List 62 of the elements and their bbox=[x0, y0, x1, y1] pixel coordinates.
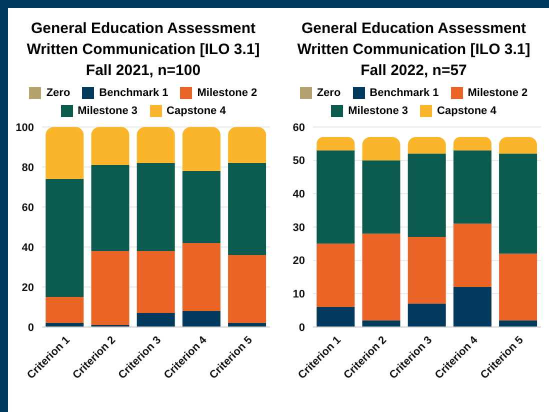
bar bbox=[362, 160, 400, 234]
bar bbox=[182, 171, 221, 243]
bar bbox=[362, 320, 400, 327]
bar bbox=[316, 137, 354, 150]
y-tick-label: 10 bbox=[292, 288, 305, 301]
bar bbox=[453, 150, 492, 224]
legend-label: Zero bbox=[45, 87, 70, 99]
bar bbox=[408, 137, 446, 154]
bar bbox=[92, 165, 130, 251]
y-tick-label: 40 bbox=[22, 242, 34, 254]
y-tick-label: 30 bbox=[292, 222, 305, 234]
legend-label: Benchmark 1 bbox=[98, 87, 168, 99]
bar bbox=[137, 163, 176, 251]
bar bbox=[408, 304, 446, 327]
bar bbox=[228, 127, 266, 163]
bar bbox=[498, 154, 537, 254]
y-tick-label: 60 bbox=[22, 202, 34, 214]
bar bbox=[408, 154, 446, 237]
bar bbox=[182, 243, 221, 311]
legend-label: Milestone 2 bbox=[196, 87, 258, 99]
bar bbox=[498, 254, 537, 320]
bar bbox=[316, 307, 354, 327]
legend-label: Milestone 3 bbox=[347, 105, 408, 117]
legend-label: Benchmark 1 bbox=[368, 87, 439, 99]
legend-label: Zero bbox=[316, 87, 341, 99]
y-tick-label: 0 bbox=[28, 322, 34, 334]
y-tick-label: 20 bbox=[292, 255, 305, 268]
bar bbox=[228, 163, 266, 255]
bar bbox=[498, 137, 537, 154]
bar bbox=[453, 224, 492, 287]
bar bbox=[316, 244, 354, 307]
bar bbox=[362, 137, 400, 160]
bar bbox=[137, 127, 176, 163]
bar bbox=[137, 313, 176, 327]
bar bbox=[453, 287, 492, 327]
legend-label: Capstone 4 bbox=[436, 105, 496, 117]
y-tick-label: 60 bbox=[292, 122, 305, 134]
bar bbox=[182, 311, 221, 327]
bar bbox=[46, 179, 84, 297]
y-tick-label: 20 bbox=[22, 282, 34, 294]
bar bbox=[498, 320, 537, 327]
bar bbox=[453, 137, 492, 150]
chart-title: General Education Assessment Written Communication [ILO 3.1] Fall 2022, n=57 bbox=[297, 19, 530, 81]
y-tick-label: 100 bbox=[16, 122, 34, 134]
legend-label: Capstone 4 bbox=[166, 105, 226, 117]
bar bbox=[316, 150, 354, 244]
bar bbox=[92, 251, 130, 325]
bar bbox=[137, 251, 176, 313]
y-tick-label: 80 bbox=[22, 162, 34, 174]
bar bbox=[228, 255, 266, 323]
bar bbox=[46, 127, 84, 179]
y-tick-label: 0 bbox=[298, 322, 305, 334]
bar bbox=[182, 127, 221, 171]
bar bbox=[92, 127, 130, 165]
bar bbox=[408, 237, 446, 304]
y-tick-label: 40 bbox=[292, 188, 305, 201]
bar bbox=[46, 297, 84, 323]
legend-label: Milestone 3 bbox=[76, 105, 138, 117]
chart-title: General Education Assessment Written Communication [ILO 3.1] Fall 2021, n=100 bbox=[26, 19, 260, 81]
y-tick-label: 50 bbox=[292, 155, 305, 168]
legend-label: Milestone 2 bbox=[466, 87, 528, 99]
bar bbox=[362, 234, 400, 320]
